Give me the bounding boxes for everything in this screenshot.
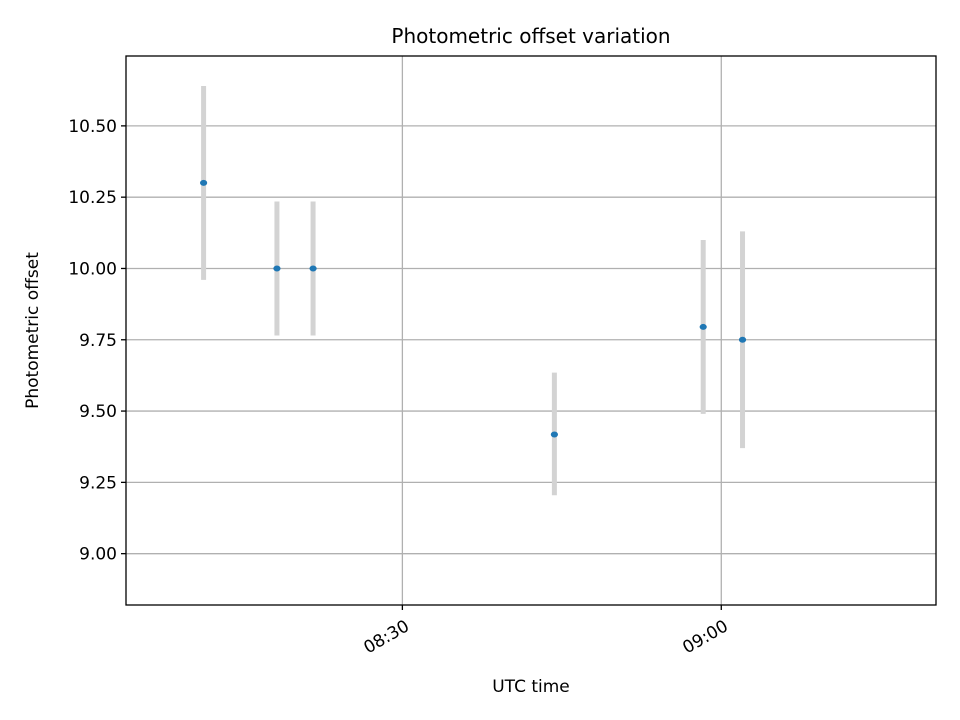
- plot-frame: [125, 55, 937, 606]
- y-tick-label: 9.50: [79, 402, 117, 422]
- data-point-2: [273, 265, 281, 272]
- data-point-1: [199, 179, 208, 186]
- point-layer: [199, 179, 747, 438]
- grid-layer: [126, 56, 936, 605]
- y-tick-label: 9.25: [79, 473, 117, 493]
- data-point-4: [550, 431, 558, 438]
- y-tick-label: 10.25: [68, 188, 117, 208]
- data-point-3: [309, 265, 317, 272]
- y-tick-label: 9.75: [79, 331, 117, 351]
- y-tick-label: 10.00: [68, 259, 117, 279]
- chart-title: Photometric offset variation: [391, 24, 670, 48]
- data-point-5: [699, 323, 707, 330]
- x-axis-label: UTC time: [492, 677, 570, 697]
- y-tick-label: 9.00: [79, 545, 117, 565]
- y-tick-label: 10.50: [68, 117, 117, 137]
- data-point-6: [738, 336, 747, 343]
- y-axis-label: Photometric offset: [23, 252, 43, 409]
